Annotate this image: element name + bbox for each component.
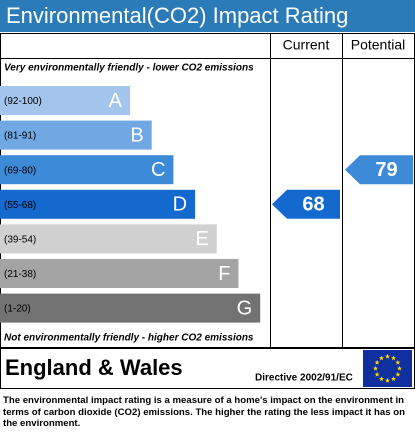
band-range: (55-68) [4,200,36,211]
flag-star [397,365,402,371]
description: The environmental impact rating is a mea… [3,395,405,429]
band [0,259,239,288]
band [0,155,174,185]
flag-star [385,377,390,383]
band [0,189,196,219]
bottom-note: Not environmentally friendly - higher CO… [4,333,254,344]
chart-title: Environmental(CO2) Impact Rating [6,3,348,28]
column-header: Current [283,37,330,53]
top-note: Very environmentally friendly - lower CO… [4,63,254,74]
flag-star [379,355,384,361]
flag-star [391,355,396,361]
rating-arrow [345,155,413,185]
band-range: (69-80) [4,165,36,176]
band-letter: C [151,159,165,181]
band-letter: F [218,263,230,285]
flag-star [395,359,401,365]
flag-star [379,376,384,381]
band-range: (81-91) [4,131,36,142]
eu-flag [363,350,412,387]
flag-star [374,359,380,365]
column-header: Potential [351,37,405,53]
title-bar [0,0,415,32]
band-letter: D [173,194,187,216]
band-range: (92-100) [4,96,42,107]
directive: Directive 2002/91/EC [255,373,353,384]
flag-star [391,376,396,381]
flag-star [373,365,378,371]
rating-value: 79 [375,159,397,181]
band-letter: B [130,124,143,146]
band [0,224,217,254]
band [0,293,261,323]
band-range: (21-38) [4,269,36,280]
band-letter: A [109,90,123,112]
band-range: (39-54) [4,235,36,246]
band-letter: G [237,297,253,319]
flag-star [374,371,380,377]
region: England & Wales [5,355,183,380]
flag-star [395,371,401,377]
band [0,86,130,115]
chart: Environmental(CO2) Impact Rating Current… [0,0,415,389]
band [0,120,152,150]
band-range: (1-20) [4,304,31,315]
flag-star [385,353,390,359]
rating-value: 68 [302,194,324,216]
rating-arrow [272,189,340,219]
band-letter: E [195,228,208,250]
